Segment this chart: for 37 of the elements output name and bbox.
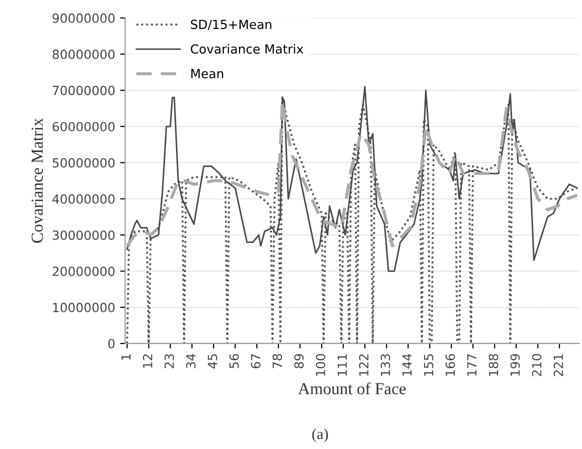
x-tick-label: 199 xyxy=(510,354,520,376)
x-tick-label: 78 xyxy=(272,354,282,368)
y-tick-label: 40000000 xyxy=(52,194,115,204)
x-tick-label: 56 xyxy=(229,354,239,368)
y-tick-label: 30000000 xyxy=(52,230,115,240)
x-tick-label: 155 xyxy=(424,354,434,376)
x-tick-label: 45 xyxy=(208,354,218,368)
legend-label: SD/15+Mean xyxy=(190,20,272,30)
y-tick-label: 50000000 xyxy=(52,158,115,168)
y-tick-label: 20000000 xyxy=(52,266,115,276)
legend-label: Covariance Matrix xyxy=(190,44,304,54)
x-tick-label: 100 xyxy=(316,354,326,376)
x-tick-label: 12 xyxy=(142,354,152,368)
x-tick-label: 210 xyxy=(532,354,542,376)
x-tick-label: 67 xyxy=(250,354,260,368)
x-tick-label: 34 xyxy=(186,354,196,368)
x-axis-title: Amount of Face xyxy=(298,382,406,394)
x-tick-label: 166 xyxy=(446,354,455,376)
y-axis-title: Covariance Matrix xyxy=(32,118,43,243)
x-tick-label: 122 xyxy=(359,354,368,376)
x-tick-label: 89 xyxy=(294,354,304,368)
y-tick-label: 80000000 xyxy=(52,50,115,60)
x-tick-label: 177 xyxy=(467,354,476,376)
x-tick-label: 221 xyxy=(554,354,563,376)
y-tick-label: 60000000 xyxy=(52,122,115,132)
x-tick-label: 1 xyxy=(121,354,131,360)
x-tick-label: 133 xyxy=(380,354,390,376)
y-tick-label: 0 xyxy=(108,338,115,348)
x-tick-label: 111 xyxy=(338,354,347,376)
text: (a) xyxy=(312,428,328,442)
y-tick-label: 10000000 xyxy=(53,302,115,312)
x-tick-label: 188 xyxy=(488,354,498,376)
legend-label: Mean xyxy=(191,69,224,78)
y-tick-label: 90000000 xyxy=(52,13,115,23)
y-tick-label: 70000000 xyxy=(52,86,115,96)
x-tick-label: 23 xyxy=(164,354,174,368)
x-tick-label: 144 xyxy=(402,354,412,376)
